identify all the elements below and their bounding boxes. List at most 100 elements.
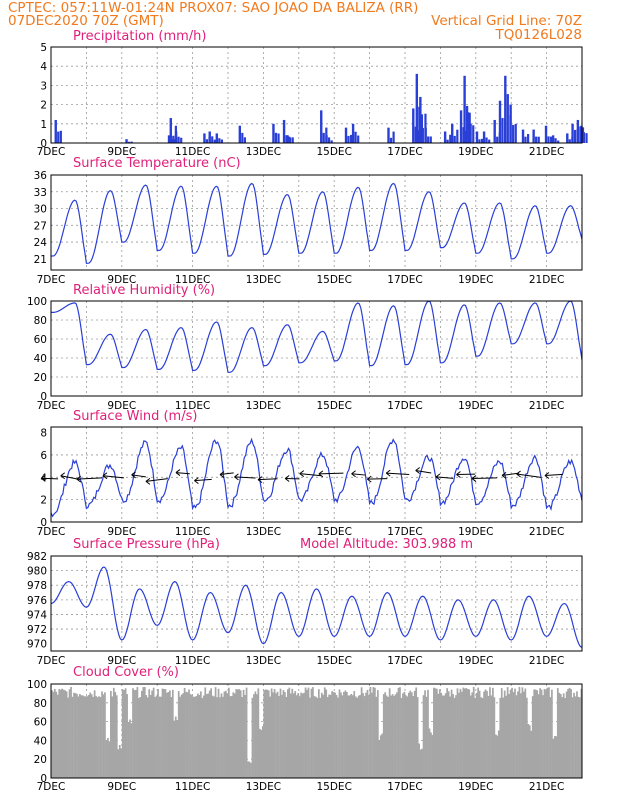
cloud-bar [183, 687, 186, 778]
wind-vector [516, 473, 542, 478]
cloud-bar [396, 692, 398, 778]
cloud-bar [138, 698, 140, 778]
cloud-bar [351, 695, 354, 778]
wind-arrowhead [234, 473, 239, 481]
rh-xtick-label: 21DEC [529, 400, 564, 412]
wind-frame [50, 426, 583, 523]
precip-bar [478, 139, 481, 143]
cloud-bar [148, 689, 151, 778]
cloud-bar [492, 687, 494, 778]
pres-xtick-label: 15DEC [316, 655, 351, 667]
pres-series-line [50, 566, 583, 648]
precip-bar [57, 131, 60, 143]
cloud-bar [505, 695, 508, 778]
precip-xtick-label: 7DEC [37, 146, 66, 158]
cloud-bar [276, 691, 279, 778]
cloud-bar [443, 695, 446, 778]
cloud-bar [132, 688, 134, 778]
precip-bar [205, 139, 209, 143]
cloud-bar [412, 695, 415, 778]
cloud-bar [500, 688, 503, 778]
cloud-bar [562, 693, 565, 778]
cloud-bar [390, 695, 392, 778]
cloud-bar [107, 737, 109, 778]
pres-xtick-label: 19DEC [458, 655, 493, 667]
cloud-bar [99, 697, 102, 778]
precip-bar [504, 75, 507, 143]
cloud-bar [499, 697, 502, 778]
cloud-bar [263, 690, 266, 778]
cloud-bar [489, 687, 491, 778]
rh-xtick-label: 15DEC [316, 400, 351, 412]
cloud-bar [213, 696, 215, 778]
cloud-bar [511, 687, 513, 778]
cloud-bar [497, 730, 500, 778]
cloud-bar [461, 691, 463, 778]
pres-ytick-label: 980 [27, 566, 47, 578]
cloud-bar [487, 695, 490, 778]
cloud-bar [51, 690, 53, 778]
cloud-bar [452, 694, 454, 778]
pres-title: Surface Pressure (hPa) [73, 537, 220, 552]
cloud-bar [484, 689, 487, 778]
precip-bar [172, 135, 175, 143]
wind-vector [318, 472, 344, 475]
cloud-bar [298, 696, 301, 778]
cloud-bar [393, 695, 395, 778]
precip-bar [211, 136, 214, 143]
cloud-bar [440, 692, 443, 778]
precip-bar [550, 136, 553, 143]
precip-bar [291, 137, 294, 143]
cloud-bar [574, 696, 577, 778]
pres-xtick-label: 11DEC [175, 655, 210, 667]
cloud-bar [410, 692, 413, 778]
cloud-bar [284, 692, 286, 778]
cloud-bar [112, 687, 115, 778]
cloud-bar [309, 697, 311, 778]
cloud-bar [236, 689, 239, 778]
cloud-bar [194, 696, 196, 778]
wind-arrowhead [299, 470, 305, 478]
wind-xtick-label: 7DEC [37, 526, 66, 538]
cloud-bar [294, 691, 297, 778]
wind-arrowhead [194, 477, 199, 484]
cloud-bar [435, 688, 438, 778]
cloud-bar [338, 689, 341, 778]
precip-bar [456, 129, 459, 143]
precip-bar [330, 140, 333, 143]
temp-xtick-label: 13DEC [246, 274, 281, 286]
wind-arrowhead [544, 472, 550, 479]
cloud-bar [450, 689, 453, 778]
cloud-ytick-label: 0 [40, 773, 47, 785]
pres-xtick-label: 7DEC [37, 655, 66, 667]
cloud-bar [93, 690, 96, 778]
precip-bar [443, 131, 447, 143]
cloud-bar [126, 694, 128, 778]
cloud-bar [253, 694, 255, 778]
cloud-bar [64, 690, 66, 778]
precip-bar [527, 134, 530, 143]
cloud-bar [56, 694, 59, 778]
pres-ytick-label: 976 [27, 595, 47, 607]
precip-bar [475, 131, 479, 143]
precip-bar [274, 132, 278, 143]
cloud-bar [121, 689, 124, 778]
cloud-bar [335, 694, 338, 778]
cloud-bar [273, 689, 276, 778]
cloud-bar [230, 696, 233, 778]
wind-vector [351, 473, 366, 476]
cloud-bar [292, 693, 295, 778]
cloud-bar [334, 692, 336, 778]
cloud-bar [101, 691, 103, 778]
cloud-bar [371, 692, 373, 778]
cloud-bar [254, 691, 257, 778]
precip-bar [573, 129, 577, 143]
precip-bar [238, 125, 242, 143]
cloud-bar [216, 697, 218, 778]
wind-arrowhead [318, 470, 324, 478]
cloud-bar [189, 694, 192, 778]
precip-bar [354, 131, 357, 143]
precip-title: Precipitation (mm/h) [73, 29, 206, 44]
cloud-bar [278, 696, 280, 778]
cloud-bar [143, 687, 146, 778]
